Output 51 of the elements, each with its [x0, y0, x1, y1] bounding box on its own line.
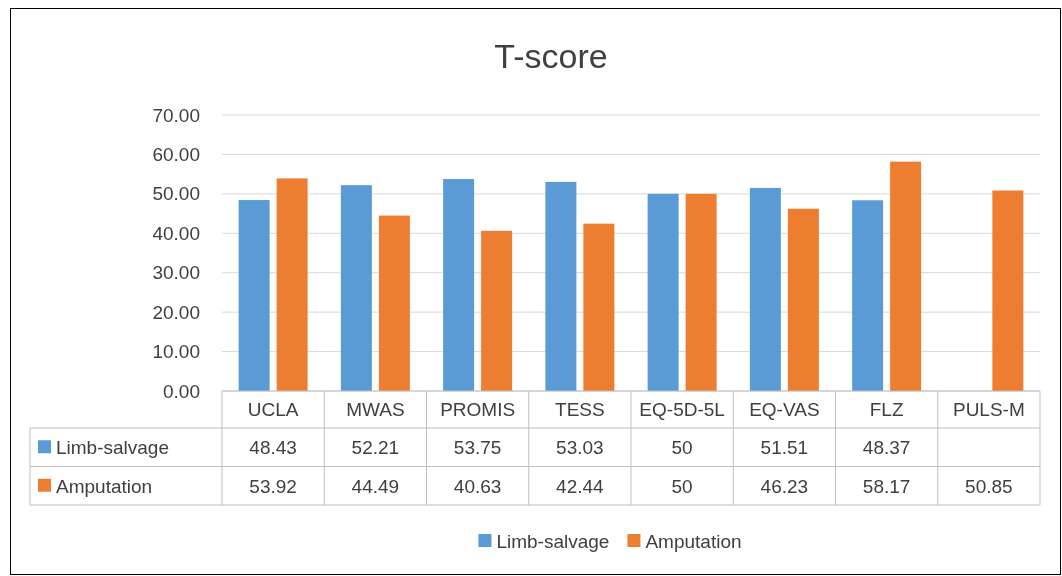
bar [276, 178, 308, 391]
x-tick-label: FLZ [869, 399, 904, 420]
y-tick-label: 0.00 [163, 380, 200, 402]
data-label: 40.63 [453, 475, 502, 497]
bar [852, 200, 884, 391]
y-tick-label: 10.00 [152, 341, 200, 363]
data-label: 48.43 [249, 437, 297, 459]
x-tick-label: MWAS [346, 399, 405, 420]
y-tick-label: 20.00 [152, 301, 200, 323]
data-label: 46.23 [760, 475, 809, 497]
data-label: 58.17 [862, 475, 911, 497]
data-label: 51.51 [760, 437, 809, 459]
bar [481, 230, 513, 391]
data-label: 52.21 [351, 437, 400, 459]
bar [545, 181, 577, 391]
data-label: 50 [671, 475, 693, 497]
bar [992, 190, 1024, 391]
y-tick-label: 60.00 [152, 144, 200, 166]
data-label: 53.75 [453, 437, 502, 459]
bar [238, 200, 270, 391]
y-tick-label: 40.00 [152, 222, 200, 244]
x-tick-label: EQ-VAS [749, 399, 820, 420]
x-tick-label: EQ-5D-5L [639, 399, 725, 420]
bar [443, 179, 475, 391]
bar [378, 215, 410, 391]
bar [340, 185, 372, 391]
legend-label: Amputation [645, 531, 742, 552]
x-tick-label: PULS-M [952, 399, 1025, 420]
bar [749, 187, 781, 391]
y-tick-label: 50.00 [152, 183, 200, 205]
bar [787, 208, 819, 391]
x-tick-label: PROMIS [440, 399, 516, 420]
data-label: 42.44 [556, 475, 605, 497]
bar [583, 223, 615, 391]
y-tick-label: 30.00 [152, 262, 200, 284]
data-label: 44.49 [351, 475, 400, 497]
text: Limb-salvage [496, 531, 610, 552]
data-label: 50.85 [965, 475, 1013, 497]
y-tick-label: 70.00 [152, 104, 200, 126]
x-tick-label: TESS [555, 399, 605, 420]
bar [890, 161, 922, 391]
chart-title: T-score [494, 37, 608, 75]
bar [685, 193, 717, 391]
data-label: 48.37 [862, 437, 911, 459]
data-label: 53.03 [556, 437, 604, 459]
data-label: 53.92 [249, 475, 297, 497]
data-label: 50 [671, 437, 693, 459]
text: Amputation [56, 475, 153, 497]
legend-label: Limb-salvage [56, 437, 169, 459]
x-tick-label: UCLA [247, 399, 299, 420]
bar [647, 193, 679, 391]
